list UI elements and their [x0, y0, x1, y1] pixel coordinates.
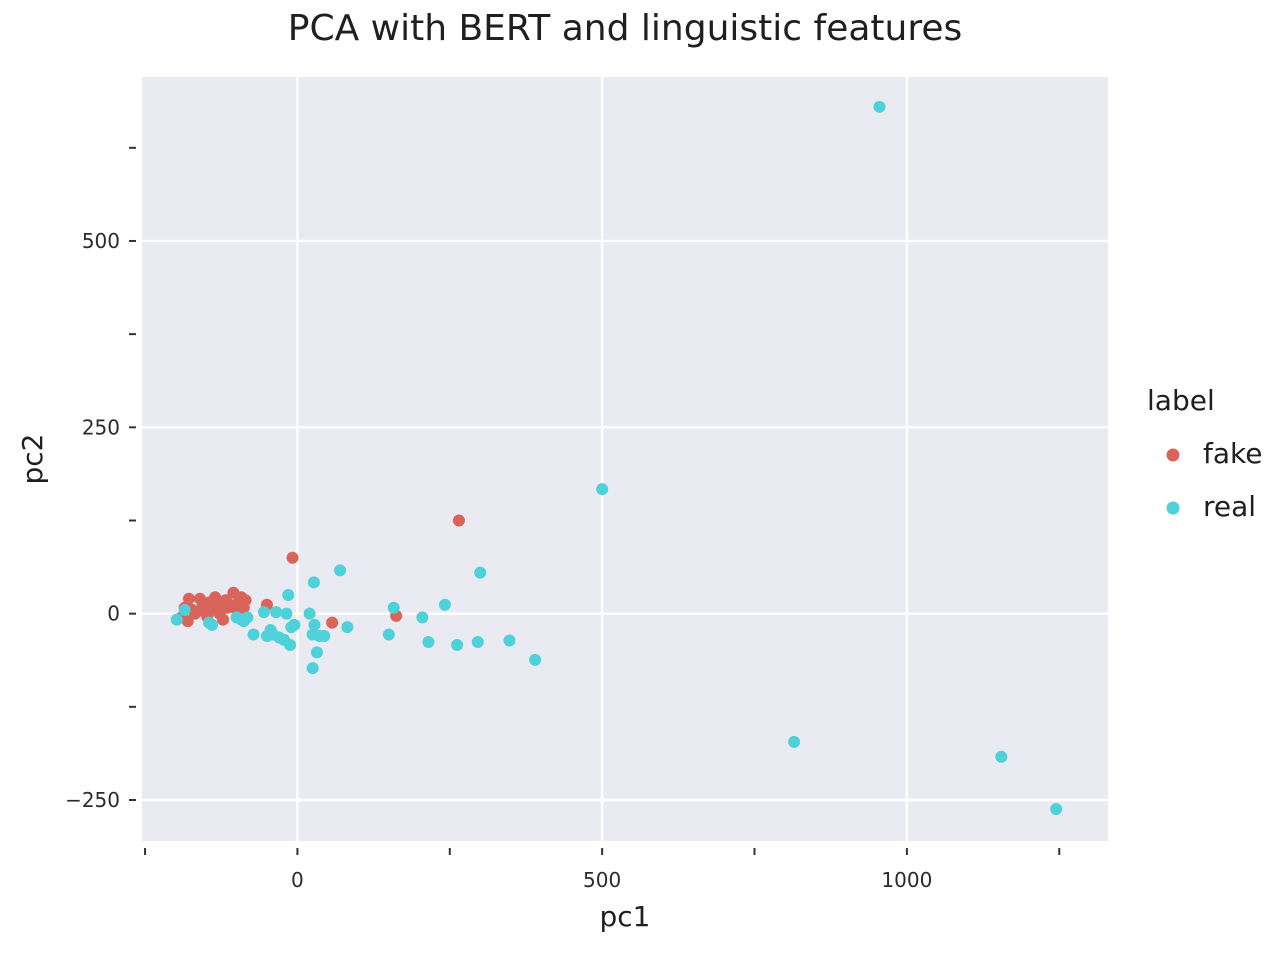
- data-point-real: [306, 662, 319, 675]
- data-point-real: [529, 653, 542, 666]
- y-tick-label: 500: [82, 229, 120, 253]
- data-point-real: [284, 638, 297, 651]
- data-point-real: [170, 613, 183, 626]
- x-tick-label: 500: [583, 868, 621, 892]
- y-tick-label: 250: [82, 415, 120, 439]
- data-point-real: [206, 618, 219, 631]
- legend-swatch-fake: [1166, 448, 1180, 462]
- x-axis-title: pc1: [600, 900, 651, 933]
- data-point-real: [303, 607, 316, 620]
- data-point-real: [247, 628, 260, 641]
- y-axis-title: pc2: [16, 434, 49, 485]
- data-point-fake: [239, 594, 252, 607]
- legend-title: label: [1147, 384, 1215, 417]
- data-point-fake: [182, 592, 195, 605]
- data-point-real: [995, 750, 1008, 763]
- data-point-real: [257, 606, 270, 619]
- data-point-fake: [189, 607, 202, 620]
- data-point-real: [451, 638, 464, 651]
- data-point-real: [307, 576, 320, 589]
- data-point-real: [422, 635, 435, 648]
- x-tick-label: 0: [291, 868, 304, 892]
- plot-panel: [142, 77, 1108, 841]
- data-point-fake: [286, 551, 299, 564]
- points-layer: [170, 100, 1063, 815]
- legend: label fake real: [1147, 384, 1262, 523]
- data-point-real: [474, 566, 487, 579]
- grid-layer: [142, 77, 1108, 841]
- data-point-real: [438, 598, 451, 611]
- data-point-fake: [326, 616, 339, 629]
- y-tick-label: 0: [107, 602, 120, 626]
- legend-label-real: real: [1203, 490, 1256, 523]
- x-tick-label: 1000: [881, 868, 932, 892]
- tick-layer: 0 500 1000 −250 0 250 500: [65, 146, 1061, 892]
- data-point-real: [873, 100, 886, 113]
- data-point-real: [308, 618, 321, 631]
- data-point-real: [503, 634, 516, 647]
- y-tick-label: −250: [65, 788, 120, 812]
- data-point-real: [178, 603, 191, 616]
- data-point-fake: [452, 514, 465, 527]
- data-point-real: [416, 611, 429, 624]
- chart-title: PCA with BERT and linguistic features: [288, 8, 963, 49]
- data-point-fake: [181, 615, 194, 628]
- data-point-real: [387, 601, 400, 614]
- data-point-real: [241, 611, 254, 624]
- data-point-fake: [217, 613, 230, 626]
- data-point-real: [596, 483, 609, 496]
- data-point-real: [310, 646, 323, 659]
- data-point-real: [282, 589, 295, 602]
- data-point-real: [288, 618, 301, 631]
- legend-label-fake: fake: [1203, 437, 1262, 470]
- data-point-real: [334, 564, 347, 577]
- data-point-real: [280, 607, 293, 620]
- data-point-real: [341, 621, 354, 634]
- data-point-real: [1050, 802, 1063, 815]
- data-point-real: [471, 635, 484, 648]
- data-point-real: [382, 628, 395, 641]
- data-point-real: [270, 606, 283, 619]
- data-point-real: [788, 735, 801, 748]
- data-point-real: [318, 630, 331, 643]
- legend-swatch-real: [1166, 501, 1180, 515]
